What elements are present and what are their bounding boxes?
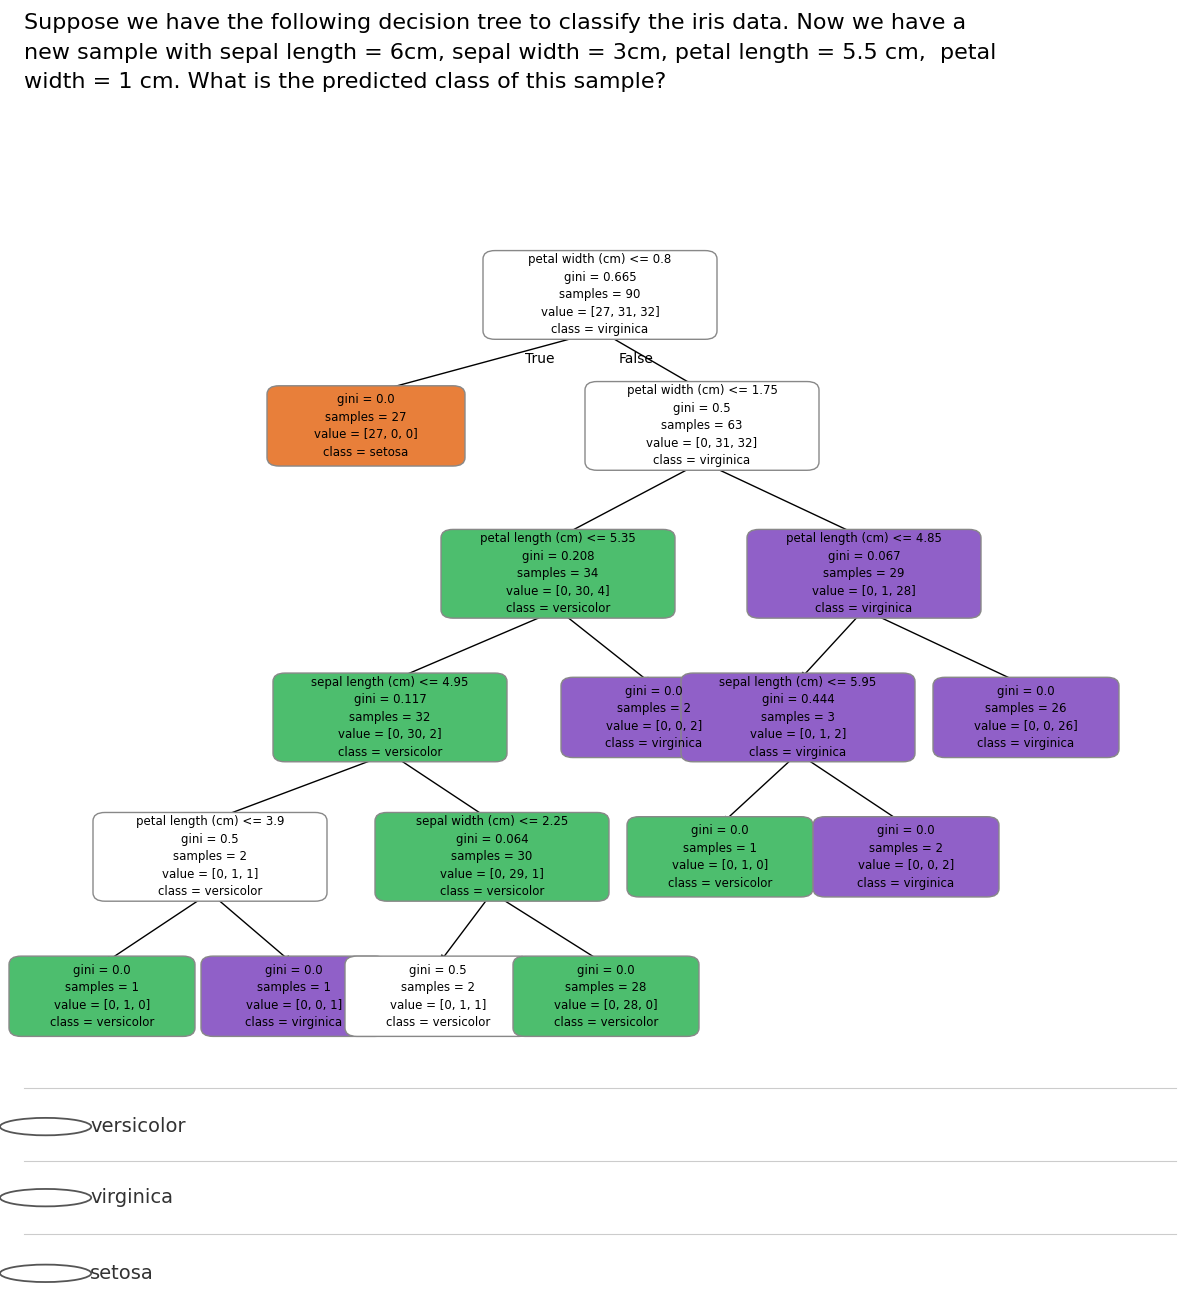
Text: sepal length (cm) <= 4.95
gini = 0.117
samples = 32
value = [0, 30, 2]
class = v: sepal length (cm) <= 4.95 gini = 0.117 s… bbox=[311, 676, 469, 758]
Text: gini = 0.0
samples = 1
value = [0, 0, 1]
class = virginica: gini = 0.0 samples = 1 value = [0, 0, 1]… bbox=[246, 964, 342, 1030]
Text: sepal width (cm) <= 2.25
gini = 0.064
samples = 30
value = [0, 29, 1]
class = ve: sepal width (cm) <= 2.25 gini = 0.064 sa… bbox=[416, 815, 568, 899]
Text: petal width (cm) <= 1.75
gini = 0.5
samples = 63
value = [0, 31, 32]
class = vir: petal width (cm) <= 1.75 gini = 0.5 samp… bbox=[626, 384, 778, 468]
Text: gini = 0.0
samples = 1
value = [0, 1, 0]
class = versicolor: gini = 0.0 samples = 1 value = [0, 1, 0]… bbox=[50, 964, 154, 1030]
Text: versicolor: versicolor bbox=[90, 1117, 186, 1136]
Text: gini = 0.0
samples = 28
value = [0, 28, 0]
class = versicolor: gini = 0.0 samples = 28 value = [0, 28, … bbox=[554, 964, 658, 1030]
Text: False: False bbox=[618, 352, 654, 365]
FancyBboxPatch shape bbox=[274, 673, 508, 762]
FancyBboxPatch shape bbox=[346, 956, 530, 1036]
Text: virginica: virginica bbox=[90, 1188, 173, 1208]
FancyBboxPatch shape bbox=[514, 956, 698, 1036]
FancyBboxPatch shape bbox=[746, 529, 982, 618]
Text: Suppose we have the following decision tree to classify the iris data. Now we ha: Suppose we have the following decision t… bbox=[24, 13, 996, 92]
FancyBboxPatch shape bbox=[200, 956, 386, 1036]
Text: gini = 0.5
samples = 2
value = [0, 1, 1]
class = versicolor: gini = 0.5 samples = 2 value = [0, 1, 1]… bbox=[386, 964, 490, 1030]
FancyBboxPatch shape bbox=[266, 385, 464, 466]
Text: True: True bbox=[526, 352, 554, 365]
FancyBboxPatch shape bbox=[482, 250, 716, 339]
Text: petal width (cm) <= 0.8
gini = 0.665
samples = 90
value = [27, 31, 32]
class = v: petal width (cm) <= 0.8 gini = 0.665 sam… bbox=[528, 253, 672, 337]
FancyBboxPatch shape bbox=[442, 529, 674, 618]
Text: gini = 0.0
samples = 1
value = [0, 1, 0]
class = versicolor: gini = 0.0 samples = 1 value = [0, 1, 0]… bbox=[668, 824, 772, 889]
FancyBboxPatch shape bbox=[682, 673, 916, 762]
Text: gini = 0.0
samples = 27
value = [27, 0, 0]
class = setosa: gini = 0.0 samples = 27 value = [27, 0, … bbox=[314, 393, 418, 458]
Text: petal length (cm) <= 4.85
gini = 0.067
samples = 29
value = [0, 1, 28]
class = v: petal length (cm) <= 4.85 gini = 0.067 s… bbox=[786, 532, 942, 616]
FancyBboxPatch shape bbox=[10, 956, 194, 1036]
Text: petal length (cm) <= 5.35
gini = 0.208
samples = 34
value = [0, 30, 4]
class = v: petal length (cm) <= 5.35 gini = 0.208 s… bbox=[480, 532, 636, 616]
FancyBboxPatch shape bbox=[562, 677, 748, 757]
FancyBboxPatch shape bbox=[934, 677, 1120, 757]
Text: setosa: setosa bbox=[90, 1264, 154, 1282]
Text: gini = 0.0
samples = 2
value = [0, 0, 2]
class = virginica: gini = 0.0 samples = 2 value = [0, 0, 2]… bbox=[858, 824, 954, 889]
FancyBboxPatch shape bbox=[374, 812, 608, 901]
Text: gini = 0.0
samples = 26
value = [0, 0, 26]
class = virginica: gini = 0.0 samples = 26 value = [0, 0, 2… bbox=[974, 685, 1078, 751]
Text: gini = 0.0
samples = 2
value = [0, 0, 2]
class = virginica: gini = 0.0 samples = 2 value = [0, 0, 2]… bbox=[606, 685, 702, 751]
FancyBboxPatch shape bbox=[628, 816, 814, 897]
FancyBboxPatch shape bbox=[584, 381, 818, 470]
FancyBboxPatch shape bbox=[94, 812, 326, 901]
FancyBboxPatch shape bbox=[814, 816, 998, 897]
Text: petal length (cm) <= 3.9
gini = 0.5
samples = 2
value = [0, 1, 1]
class = versic: petal length (cm) <= 3.9 gini = 0.5 samp… bbox=[136, 815, 284, 899]
Text: sepal length (cm) <= 5.95
gini = 0.444
samples = 3
value = [0, 1, 2]
class = vir: sepal length (cm) <= 5.95 gini = 0.444 s… bbox=[719, 676, 877, 758]
